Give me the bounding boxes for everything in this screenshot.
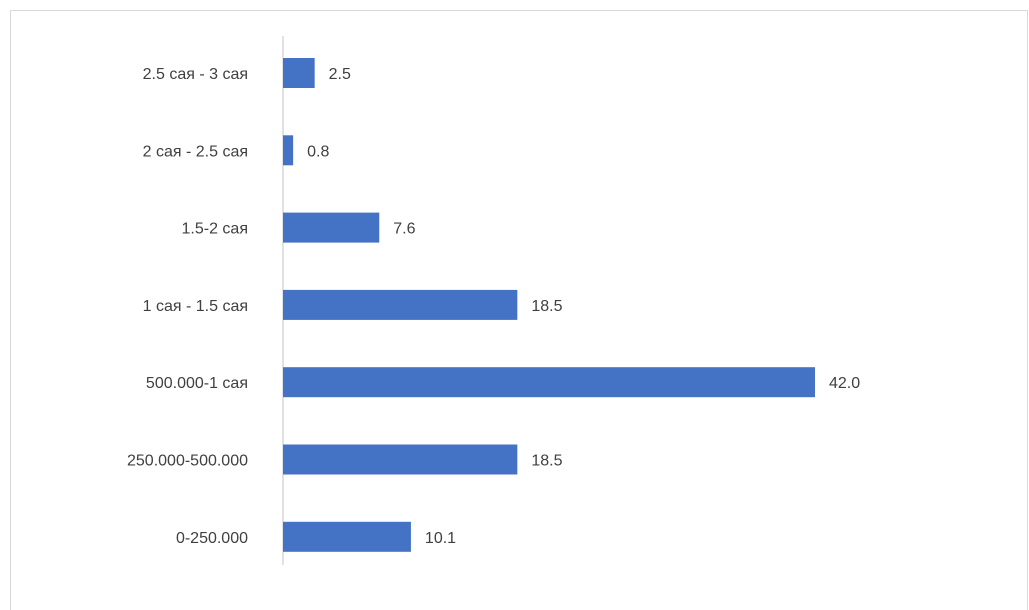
bar-6 [283, 521, 411, 552]
bar-0 [283, 58, 315, 88]
value-label-1: 0.8 [307, 143, 329, 160]
category-label-4: 500.000-1 сая [146, 375, 248, 392]
category-label-3: 1 сая - 1.5 сая [143, 298, 248, 315]
value-label-5: 18.5 [531, 453, 562, 470]
category-labels-group: 2.5 сая - 3 сая 2 сая - 2.5 сая 1.5-2 сая 1… [127, 66, 248, 547]
category-label-1: 2 сая - 2.5 сая [143, 143, 248, 160]
value-labels-group: 2.5 0.8 7.6 18.5 42.0 18.5 10.1 [307, 66, 860, 547]
bar-1 [283, 135, 294, 166]
bar-4 [283, 367, 815, 398]
category-label-6: 0-250.000 [176, 530, 248, 547]
bar-3 [283, 289, 518, 320]
chart-frame [10, 10, 1028, 610]
category-label-0: 2.5 сая - 3 сая [143, 66, 248, 83]
value-label-4: 42.0 [829, 375, 860, 392]
category-label-5: 250.000-500.000 [127, 453, 248, 470]
bar-2 [283, 212, 380, 243]
value-label-2: 7.6 [393, 221, 415, 238]
value-label-3: 18.5 [531, 298, 562, 315]
bars-group [283, 58, 815, 552]
value-label-6: 10.1 [425, 530, 456, 547]
value-label-0: 2.5 [329, 66, 351, 83]
category-label-2: 1.5-2 сая [182, 221, 248, 238]
bar-5 [283, 444, 518, 475]
